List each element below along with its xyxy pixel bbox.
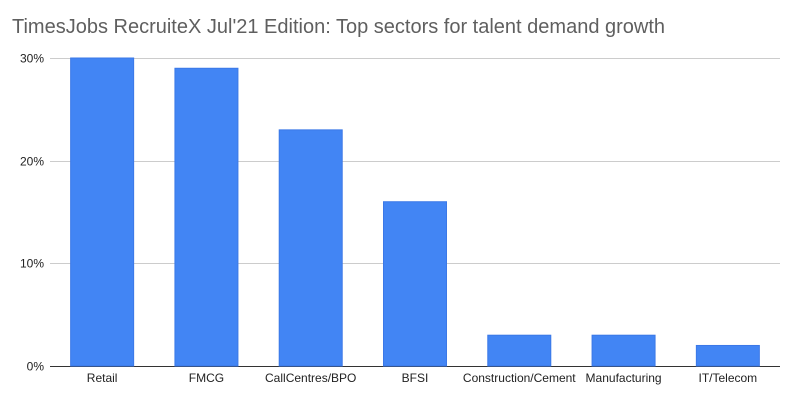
x-tick-label: Construction/Cement <box>463 371 576 385</box>
y-tick-label: 0% <box>27 360 45 374</box>
y-tick-label: 10% <box>20 257 44 271</box>
x-tick-label: CallCentres/BPO <box>265 371 356 385</box>
bar <box>174 67 239 367</box>
chart-title: TimesJobs RecruiteX Jul'21 Edition: Top … <box>12 16 666 38</box>
y-tick-label: 30% <box>20 52 44 66</box>
bars <box>70 57 760 367</box>
bar <box>591 334 656 367</box>
y-tick-label: 20% <box>20 155 44 169</box>
bar <box>695 344 760 367</box>
y-axis-tick-labels: 0% 10% 20% 30% <box>20 52 44 374</box>
bar <box>70 57 135 367</box>
bar <box>278 129 343 367</box>
x-tick-label: Retail <box>87 371 118 385</box>
bar <box>487 334 552 367</box>
bar <box>383 201 447 367</box>
x-tick-label: IT/Telecom <box>699 371 758 385</box>
x-tick-label: BFSI <box>402 371 429 385</box>
x-tick-label: Manufacturing <box>586 371 662 385</box>
x-axis-tick-labels: Retail FMCG CallCentres/BPO BFSI Constructio… <box>87 371 757 385</box>
x-tick-label: FMCG <box>189 371 224 385</box>
